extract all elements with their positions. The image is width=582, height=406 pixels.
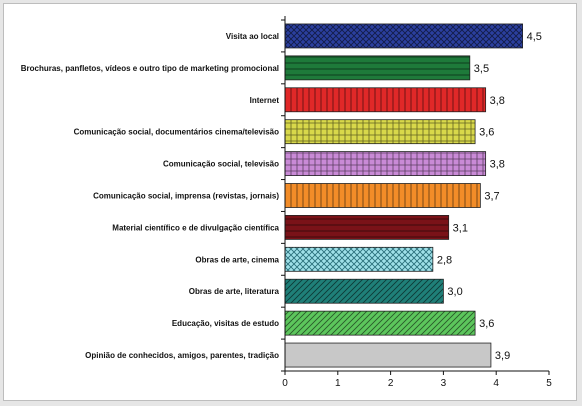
value-label-7: 2,8: [437, 254, 452, 266]
bar-1: [284, 55, 471, 81]
value-label-9: 3,6: [479, 318, 494, 330]
category-label-3: Comunicação social, documentários cinema…: [74, 128, 280, 137]
bar-5: [284, 183, 481, 208]
bar-9: [284, 310, 476, 336]
bar-3: [284, 119, 476, 145]
x-tick-label-2: 2: [388, 378, 394, 389]
bar-0: [284, 23, 524, 49]
bar-2: [284, 87, 487, 113]
x-tick-label-4: 4: [493, 378, 499, 389]
category-label-9: Educação, visitas de estudo: [172, 319, 279, 328]
x-tick-label-5: 5: [546, 378, 552, 389]
value-label-1: 3,5: [474, 63, 489, 75]
value-label-2: 3,8: [490, 95, 505, 107]
category-label-10: Opinião de conhecidos, amigos, parentes,…: [85, 351, 279, 360]
value-label-10: 3,9: [495, 350, 510, 362]
value-label-5: 3,7: [484, 191, 499, 203]
category-label-6: Material científico e de divulgação cien…: [112, 223, 279, 232]
bar-7: [284, 246, 434, 272]
bar-4: [284, 151, 487, 176]
bar-8: [284, 278, 444, 304]
category-label-5: Comunicação social, imprensa (revistas, …: [93, 192, 279, 201]
category-label-2: Internet: [250, 96, 280, 105]
value-label-6: 3,1: [453, 222, 468, 234]
value-label-0: 4,5: [527, 31, 542, 43]
value-label-8: 3,0: [447, 286, 462, 298]
bar-10: [284, 342, 492, 368]
bar-6: [284, 215, 450, 240]
category-label-0: Visita ao local: [226, 32, 279, 41]
value-label-4: 3,8: [490, 159, 505, 171]
value-label-3: 3,6: [479, 127, 494, 139]
category-label-4: Comunicação social, televisão: [163, 160, 279, 169]
category-label-1: Brochuras, panfletos, vídeos e outro tip…: [21, 64, 279, 73]
x-tick-label-0: 0: [282, 378, 288, 389]
category-label-8: Obras de arte, literatura: [189, 287, 280, 296]
x-tick-label-1: 1: [335, 378, 341, 389]
category-label-7: Obras de arte, cinema: [195, 255, 279, 264]
x-tick-label-3: 3: [441, 378, 447, 389]
